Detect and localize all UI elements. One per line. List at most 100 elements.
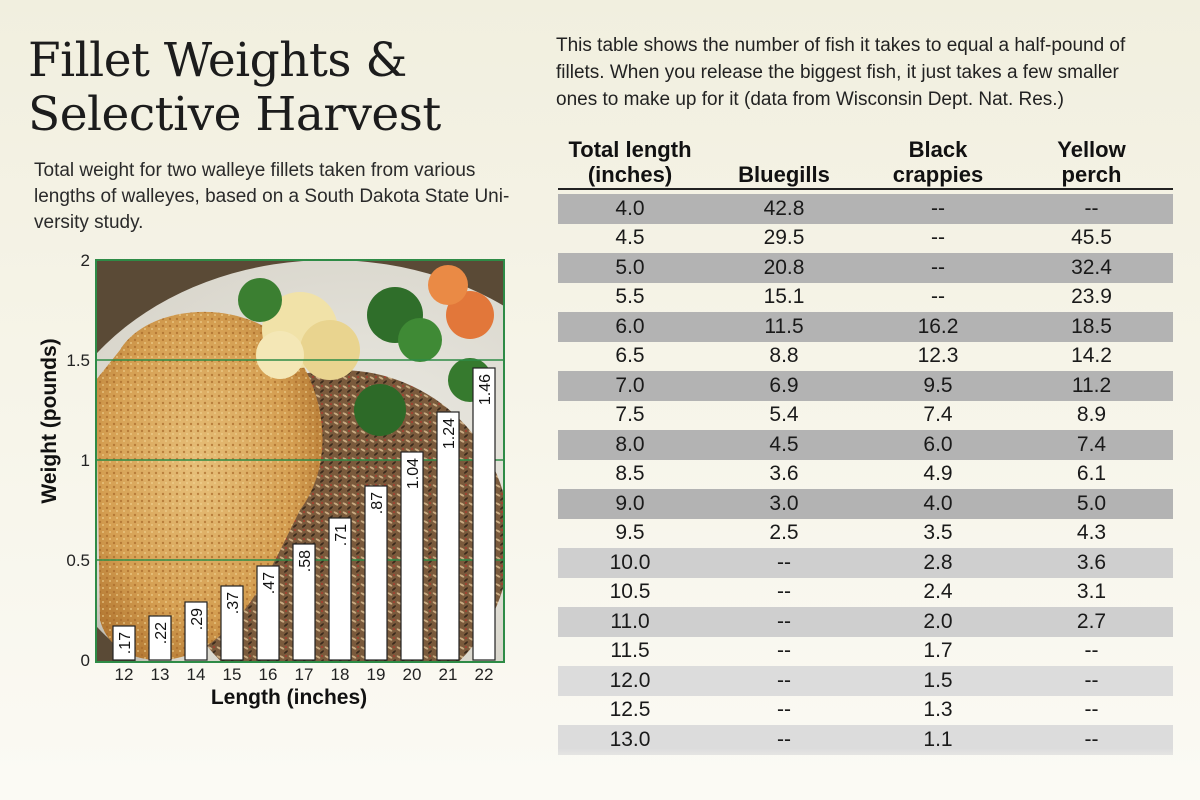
data-label: .58 <box>297 550 314 572</box>
description-line: lengths of walleyes, based on a South Da… <box>34 186 510 207</box>
table-cell: 5.0 <box>615 255 645 279</box>
table-row: 10.5 -- 2.4 3.1 <box>558 578 1173 608</box>
table-cell: 3.6 <box>1076 550 1107 574</box>
table-cell: 3.0 <box>769 491 799 515</box>
fish-count-table: Total length (inches) Bluegills Black cr… <box>558 134 1173 768</box>
x-tick-label: 17 <box>295 665 314 684</box>
table-cell: -- <box>777 580 791 604</box>
table-cell: 8.5 <box>615 462 645 486</box>
header-line: (inches) <box>587 162 673 187</box>
table-cell: 4.5 <box>769 432 799 456</box>
table-cell: 14.2 <box>1071 344 1112 368</box>
table-cell: 4.3 <box>1076 521 1107 545</box>
table-cell: 5.5 <box>615 285 645 309</box>
table-cell: 9.5 <box>923 373 953 397</box>
table-row: 9.5 2.5 3.5 4.3 <box>558 519 1173 549</box>
bar-21 <box>436 411 460 661</box>
x-tick-label: 19 <box>367 665 386 684</box>
table-cell: -- <box>931 196 945 220</box>
table-cell: 11.0 <box>610 609 650 633</box>
table-cell: 11.2 <box>1071 373 1112 397</box>
table-cell: 18.5 <box>1071 314 1112 338</box>
table-row: 4.0 42.8 -- -- <box>558 194 1173 224</box>
table-cell: 13.0 <box>609 727 651 751</box>
table-cell: 7.4 <box>923 403 953 427</box>
table-cell: 1.3 <box>923 698 953 722</box>
x-tick-label: 13 <box>151 665 170 684</box>
table-cell: 12.0 <box>609 668 651 692</box>
header-line: Black <box>908 137 968 162</box>
data-label: .47 <box>261 572 278 594</box>
data-label: .29 <box>189 608 206 630</box>
table-cell: 6.0 <box>923 432 953 456</box>
table-row: 10.0 -- 2.8 3.6 <box>558 548 1173 578</box>
y-tick-label: 1 <box>81 451 90 470</box>
table-cell: 6.0 <box>615 314 645 338</box>
header-black-crappies: Black crappies <box>866 137 1010 188</box>
x-tick-label: 22 <box>475 665 494 684</box>
table-cell: -- <box>1084 196 1099 220</box>
header-yellow-perch: Yellow perch <box>1010 137 1173 188</box>
table-row: 11.0 -- 2.0 2.7 <box>558 607 1173 637</box>
data-label: 1.04 <box>405 458 422 489</box>
table-cell: 7.0 <box>615 373 645 397</box>
table-cell: 3.5 <box>923 521 953 545</box>
data-label: .71 <box>333 524 350 546</box>
table-cell: 7.5 <box>615 403 645 427</box>
table-row: 5.5 15.1 -- 23.9 <box>558 283 1173 313</box>
table-cell: 23.9 <box>1071 285 1112 309</box>
table-cell: 8.0 <box>615 432 645 456</box>
table-row: 7.5 5.4 7.4 8.9 <box>558 401 1173 431</box>
bar-22 <box>472 367 496 661</box>
table-cell: 9.5 <box>615 521 645 545</box>
y-axis-label: Weight (pounds) <box>38 338 61 503</box>
table-cell: -- <box>777 609 791 633</box>
description-line: fillets. When you release the biggest fi… <box>556 62 1119 83</box>
bar-12 <box>112 625 136 661</box>
x-tick-label: 16 <box>259 665 278 684</box>
y-tick-label: 0 <box>81 651 90 670</box>
table-cell: 45.5 <box>1071 226 1112 250</box>
table-cell: 11.5 <box>610 639 650 663</box>
table-cell: 4.9 <box>923 462 953 486</box>
table-cell: 2.0 <box>923 609 953 633</box>
table-cell: 7.4 <box>1076 432 1107 456</box>
table-row: 11.5 -- 1.7 -- <box>558 637 1173 667</box>
table-cell: -- <box>1084 639 1099 663</box>
x-axis-label: Length (inches) <box>211 686 367 709</box>
table-description: This table shows the number of fish it t… <box>556 32 1176 113</box>
table-cell: 2.8 <box>923 550 953 574</box>
table-cell: 11.5 <box>764 314 804 338</box>
x-axis-ticks: 12 13 14 15 16 17 18 19 20 21 22 <box>115 665 494 684</box>
header-line: Yellow <box>1057 137 1126 162</box>
table-cell: -- <box>1084 698 1099 722</box>
header-line: Total length <box>568 137 692 162</box>
y-tick-label: 1.5 <box>66 351 90 370</box>
table-cell: -- <box>777 698 791 722</box>
table-row: 4.5 29.5 -- 45.5 <box>558 224 1173 254</box>
table-cell: 3.1 <box>1076 580 1107 604</box>
table-cell: 1.5 <box>923 668 953 692</box>
bar-15 <box>220 585 244 661</box>
table-cell: -- <box>777 668 791 692</box>
table-cell: -- <box>931 226 945 250</box>
title-line: Fillet Weights & <box>28 33 407 88</box>
table-cell: -- <box>931 285 945 309</box>
data-label: .37 <box>225 592 242 614</box>
bar-17 <box>292 543 316 661</box>
table-cell: 12.5 <box>609 698 651 722</box>
table-cell: 15.1 <box>763 285 805 309</box>
description-line: This table shows the number of fish it t… <box>556 35 1126 56</box>
title-line: Selective Harvest <box>28 87 441 142</box>
table-row: 8.5 3.6 4.9 6.1 <box>558 460 1173 490</box>
table-row: 12.0 -- 1.5 -- <box>558 666 1173 696</box>
header-bluegills: Bluegills <box>702 162 866 188</box>
table-row: 12.5 -- 1.3 -- <box>558 696 1173 726</box>
header-line: crappies <box>892 162 984 187</box>
description-line: ones to make up for it (data from Wiscon… <box>556 89 1064 110</box>
table-cell: 6.1 <box>1076 462 1107 486</box>
x-tick-label: 12 <box>115 665 134 684</box>
x-tick-label: 15 <box>223 665 242 684</box>
bar-16 <box>256 565 280 661</box>
table-row: 13.0 -- 1.1 -- <box>558 725 1173 755</box>
